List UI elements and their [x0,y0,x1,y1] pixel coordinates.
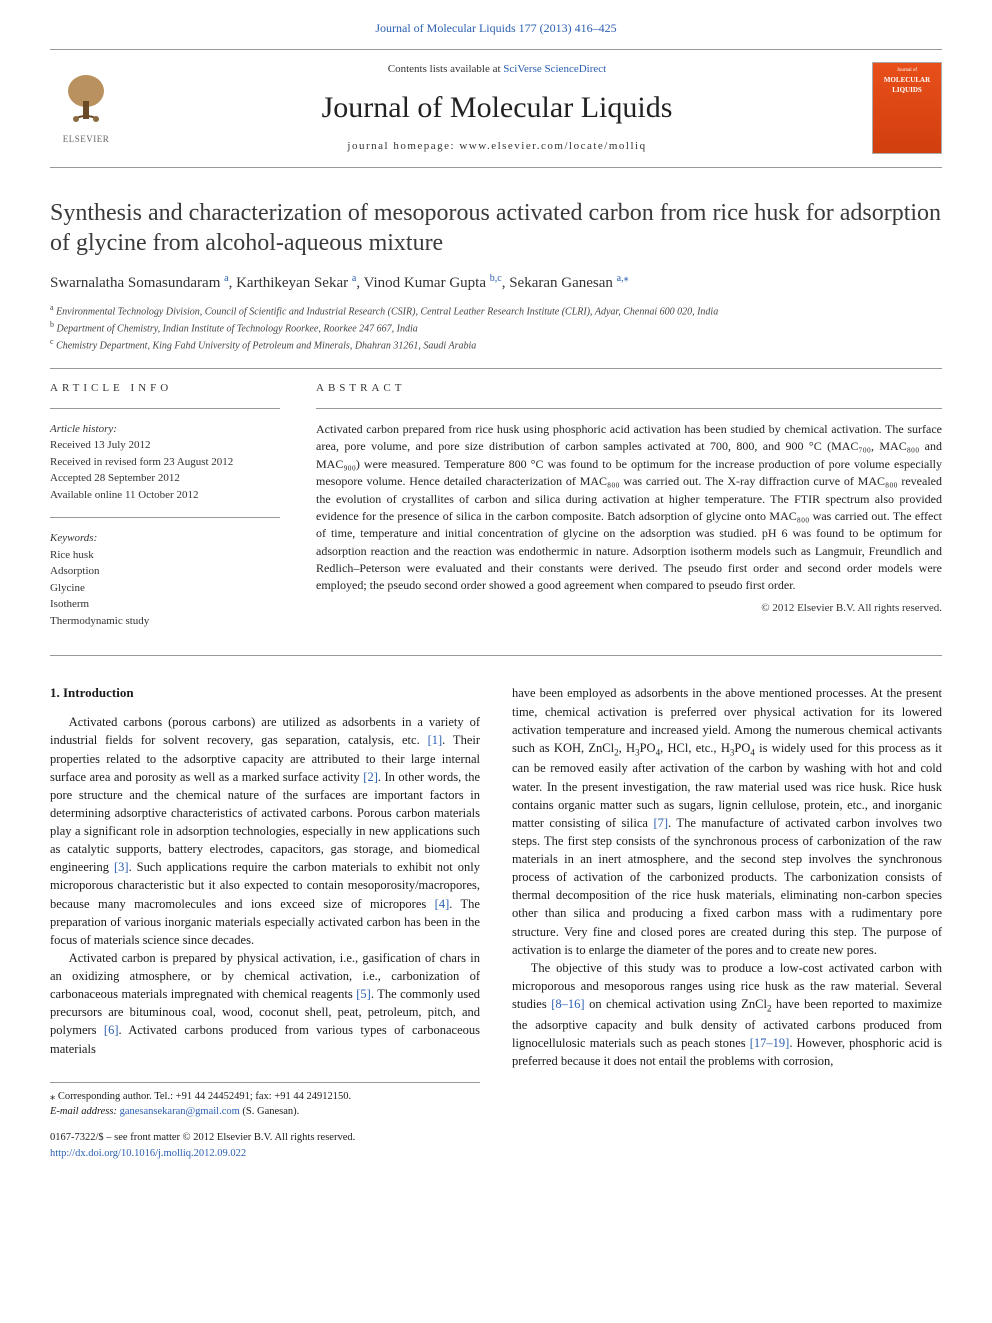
keywords-block: Keywords: Rice husk Adsorption Glycine I… [50,530,280,629]
publisher-name: ELSEVIER [63,133,110,146]
ref-link[interactable]: [6] [104,1023,119,1037]
corr-marker-icon: ,⁎ [621,273,629,284]
history-item: Available online 11 October 2012 [50,487,280,504]
ref-link[interactable]: [1] [428,733,443,747]
divider [50,368,942,369]
history-heading: Article history: [50,421,280,438]
history-item: Received 13 July 2012 [50,437,280,454]
divider [50,408,280,409]
abstract-copyright: © 2012 Elsevier B.V. All rights reserved… [316,601,942,616]
keyword: Glycine [50,580,280,597]
journal-cover-thumb: Journal of MOLECULAR LIQUIDS [872,62,942,154]
cover-top-text: Journal of [897,67,917,74]
journal-header: ELSEVIER Contents lists available at Sci… [50,49,942,168]
author: Karthikeyan Sekar a [236,275,356,291]
publisher-logo: ELSEVIER [50,67,122,149]
doi-link[interactable]: http://dx.doi.org/10.1016/j.molliq.2012.… [50,1148,246,1159]
affiliation: a Environmental Technology Division, Cou… [50,302,942,319]
homepage-prefix: journal homepage: [347,140,459,152]
divider [316,408,942,409]
article-history: Article history: Received 13 July 2012 R… [50,421,280,504]
contents-prefix: Contents lists available at [388,63,503,75]
divider [50,517,280,518]
author: Vinod Kumar Gupta b,c [364,275,502,291]
keyword: Isotherm [50,596,280,613]
section-heading: 1. Introduction [50,684,480,703]
author-corresponding: Sekaran Ganesan a,⁎ [509,275,628,291]
issn-line: 0167-7322/$ – see front matter © 2012 El… [50,1130,480,1146]
article-info-label: article info [50,381,280,396]
keyword: Thermodynamic study [50,613,280,630]
body-paragraph: The objective of this study was to produ… [512,959,942,1070]
authors-list: Swarnalatha Somasundaram a, Karthikeyan … [50,272,942,294]
history-item: Accepted 28 September 2012 [50,470,280,487]
author: Swarnalatha Somasundaram a [50,275,229,291]
header-citation[interactable]: Journal of Molecular Liquids 177 (2013) … [50,20,942,37]
journal-name: Journal of Molecular Liquids [122,87,872,129]
corr-author-line: ⁎ Corresponding author. Tel.: +91 44 244… [50,1089,480,1105]
affiliations: a Environmental Technology Division, Cou… [50,302,942,354]
affiliation: c Chemistry Department, King Fahd Univer… [50,336,942,353]
keyword: Rice husk [50,547,280,564]
ref-link[interactable]: [2] [363,770,378,784]
body-paragraph: have been employed as adsorbents in the … [512,684,942,958]
ref-link[interactable]: [17–19] [750,1036,790,1050]
body-columns: 1. Introduction Activated carbons (porou… [50,684,942,1161]
keywords-heading: Keywords: [50,530,280,547]
homepage-url[interactable]: www.elsevier.com/locate/molliq [459,140,646,152]
homepage-line: journal homepage: www.elsevier.com/locat… [122,139,872,154]
corr-email-line: E-mail address: ganesansekaran@gmail.com… [50,1104,480,1120]
body-paragraph: Activated carbons (porous carbons) are u… [50,713,480,949]
body-paragraph: Activated carbon is prepared by physical… [50,949,480,1058]
sciencedirect-link[interactable]: SciVerse ScienceDirect [503,63,606,75]
abstract-label: abstract [316,381,942,396]
contents-line: Contents lists available at SciVerse Sci… [122,62,872,77]
ref-link[interactable]: [8–16] [551,997,584,1011]
ref-link[interactable]: [4] [435,897,450,911]
history-item: Received in revised form 23 August 2012 [50,454,280,471]
body-column-right: have been employed as adsorbents in the … [512,684,942,1161]
paper-title: Synthesis and characterization of mesopo… [50,198,942,258]
cover-title-text: MOLECULAR LIQUIDS [875,76,939,96]
keyword: Adsorption [50,563,280,580]
elsevier-tree-icon [56,71,116,131]
body-column-left: 1. Introduction Activated carbons (porou… [50,684,480,1161]
divider [50,655,942,656]
ref-link[interactable]: [5] [356,987,371,1001]
ref-link[interactable]: [7] [653,816,668,830]
affiliation: b Department of Chemistry, Indian Instit… [50,319,942,336]
footer-correspondence: ⁎ Corresponding author. Tel.: +91 44 244… [50,1082,480,1162]
corr-email-link[interactable]: ganesansekaran@gmail.com [120,1106,240,1117]
ref-link[interactable]: [3] [114,860,129,874]
abstract-text: Activated carbon prepared from rice husk… [316,421,942,595]
